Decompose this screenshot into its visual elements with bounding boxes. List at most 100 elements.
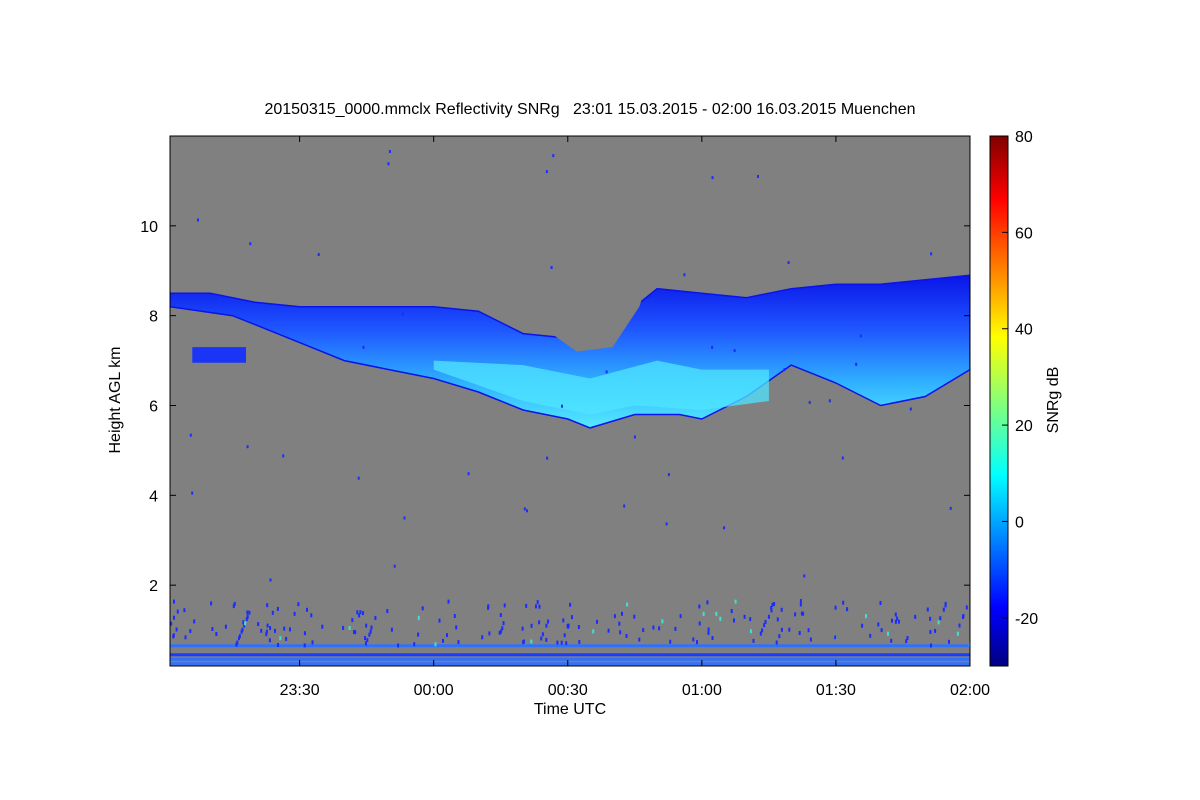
noise-speckle — [413, 642, 416, 647]
noise-speckle — [393, 564, 396, 568]
noise-speckle — [715, 611, 718, 616]
noise-speckle — [841, 456, 844, 460]
noise-speckle — [193, 619, 196, 624]
colorbar-tick-label: -20 — [1015, 611, 1038, 628]
noise-speckle — [757, 175, 759, 178]
noise-speckle — [861, 623, 864, 628]
noise-speckle — [354, 630, 357, 635]
colorbar-tick-label: 0 — [1015, 514, 1024, 531]
x-tick-label: 00:30 — [548, 682, 588, 699]
noise-speckle — [613, 614, 616, 619]
noise-speckle — [447, 599, 450, 604]
noise-speckle — [683, 273, 686, 277]
noise-speckle — [706, 600, 709, 605]
noise-speckle — [303, 643, 306, 648]
noise-speckle — [362, 345, 365, 349]
noise-speckle — [711, 345, 714, 349]
noise-speckle — [723, 526, 726, 530]
noise-speckle — [364, 636, 366, 641]
noise-speckle — [265, 629, 268, 634]
noise-speckle — [711, 636, 714, 640]
noise-speckle — [547, 619, 550, 624]
noise-speckle — [638, 637, 641, 642]
noise-speckle — [633, 435, 636, 439]
small-echo-patch — [192, 347, 246, 363]
noise-speckle — [890, 638, 893, 643]
noise-speckle — [909, 407, 912, 411]
plot-frame — [169, 135, 971, 667]
y-tick-label: 10 — [140, 219, 158, 236]
noise-speckle — [958, 623, 961, 628]
noise-speckle — [342, 625, 345, 630]
noise-speckle — [215, 632, 218, 636]
noise-speckle — [457, 640, 460, 645]
noise-speckle — [914, 614, 917, 619]
noise-speckle — [238, 634, 241, 639]
noise-speckle — [834, 605, 837, 610]
noise-speckle — [807, 628, 810, 633]
noise-speckle — [386, 609, 389, 614]
noise-speckle — [535, 604, 537, 609]
noise-speckle — [733, 618, 735, 623]
noise-speckle — [321, 624, 324, 629]
noise-speckle — [351, 618, 354, 623]
noise-speckle — [733, 349, 736, 353]
noise-speckle — [282, 454, 285, 458]
noise-speckle — [896, 616, 899, 621]
noise-speckle — [358, 613, 361, 618]
noise-speckle — [674, 626, 677, 631]
noise-speckle — [236, 640, 239, 645]
noise-speckle — [274, 628, 276, 633]
noise-speckle — [170, 621, 173, 626]
noise-speckle — [546, 456, 549, 460]
noise-speckle — [698, 604, 701, 609]
ground-clutter-band — [170, 644, 970, 648]
noise-speckle — [538, 604, 541, 609]
noise-speckle — [734, 599, 737, 604]
noise-speckle — [175, 627, 178, 632]
y-tick-label: 4 — [149, 488, 158, 505]
noise-speckle — [184, 635, 187, 640]
noise-speckle — [530, 623, 533, 628]
colorbar-tick-label: 40 — [1015, 322, 1033, 339]
noise-speckle — [357, 476, 360, 480]
noise-speckle — [545, 623, 548, 628]
noise-speckle — [293, 611, 296, 616]
noise-speckle — [348, 626, 351, 630]
echo-gap — [523, 279, 649, 352]
noise-speckle — [802, 611, 805, 616]
noise-speckle — [887, 631, 889, 636]
plot-area — [169, 135, 971, 667]
noise-speckle — [366, 638, 369, 643]
noise-speckle — [257, 622, 260, 627]
noise-speckle — [545, 170, 548, 174]
noise-speckle — [939, 616, 942, 621]
noise-speckle — [780, 627, 783, 632]
noise-speckle — [949, 506, 952, 510]
y-tick-label: 6 — [149, 398, 158, 415]
ground-clutter-band — [170, 662, 970, 666]
noise-speckle — [311, 640, 314, 645]
noise-speckle — [905, 639, 908, 644]
noise-speckle — [552, 154, 555, 158]
noise-speckle — [289, 627, 291, 632]
noise-speckle — [846, 607, 849, 612]
x-axis: 23:30 00:00 00:30 01:00 01:30 02:00 — [280, 136, 990, 699]
noise-speckle — [799, 599, 802, 603]
noise-speckle — [446, 633, 448, 638]
noise-speckle — [798, 631, 801, 635]
noise-speckle — [487, 604, 490, 609]
chart-title: 20150315_0000.mmclx Reflectivity SNRg 23… — [264, 101, 915, 118]
noise-speckle — [210, 601, 213, 606]
noise-speckle — [799, 602, 802, 607]
noise-speckle — [374, 615, 377, 620]
noise-speckle — [930, 643, 932, 648]
noise-speckle — [707, 627, 710, 632]
noise-speckle — [696, 640, 698, 645]
noise-speckle — [569, 602, 572, 607]
noise-speckle — [191, 491, 194, 495]
noise-speckle — [560, 640, 563, 645]
x-tick-label: 01:30 — [816, 682, 856, 699]
noise-speckle — [498, 630, 501, 635]
noise-speckle — [619, 630, 622, 635]
